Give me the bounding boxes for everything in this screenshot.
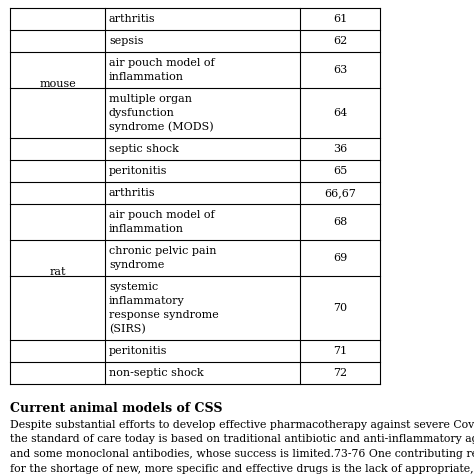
Text: and some monoclonal antibodies, whose success is limited.73-76 One contributing : and some monoclonal antibodies, whose su… [10, 449, 474, 459]
Text: air pouch model of: air pouch model of [109, 210, 215, 220]
Text: the standard of care today is based on traditional antibiotic and anti-inflammat: the standard of care today is based on t… [10, 435, 474, 445]
Text: syndrome: syndrome [109, 260, 164, 270]
Text: 72: 72 [333, 368, 347, 378]
Text: 63: 63 [333, 65, 347, 75]
Text: chronic pelvic pain: chronic pelvic pain [109, 246, 217, 256]
Text: 62: 62 [333, 36, 347, 46]
Text: arthritis: arthritis [109, 14, 155, 24]
Text: 36: 36 [333, 144, 347, 154]
Text: sepsis: sepsis [109, 36, 144, 46]
Text: 61: 61 [333, 14, 347, 24]
Text: inflammation: inflammation [109, 72, 184, 82]
Text: 64: 64 [333, 108, 347, 118]
Text: rat: rat [49, 267, 66, 277]
Text: 68: 68 [333, 217, 347, 227]
Text: peritonitis: peritonitis [109, 346, 167, 356]
Text: (SIRS): (SIRS) [109, 324, 146, 334]
Text: 71: 71 [333, 346, 347, 356]
Text: mouse: mouse [39, 79, 76, 89]
Text: multiple organ: multiple organ [109, 94, 192, 104]
Text: systemic: systemic [109, 282, 158, 292]
Text: inflammation: inflammation [109, 224, 184, 234]
Text: septic shock: septic shock [109, 144, 179, 154]
Text: 69: 69 [333, 253, 347, 263]
Text: air pouch model of: air pouch model of [109, 58, 215, 68]
Text: arthritis: arthritis [109, 188, 155, 198]
Text: 70: 70 [333, 303, 347, 313]
Text: peritonitis: peritonitis [109, 166, 167, 176]
Text: Current animal models of CSS: Current animal models of CSS [10, 402, 222, 415]
Text: dysfunction: dysfunction [109, 108, 175, 118]
Text: 66,67: 66,67 [324, 188, 356, 198]
Text: for the shortage of new, more specific and effective drugs is the lack of approp: for the shortage of new, more specific a… [10, 464, 474, 474]
Text: inflammatory: inflammatory [109, 296, 185, 306]
Text: syndrome (MODS): syndrome (MODS) [109, 122, 214, 132]
Text: 65: 65 [333, 166, 347, 176]
Text: Despite substantial efforts to develop effective pharmacotherapy against severe : Despite substantial efforts to develop e… [10, 420, 474, 430]
Text: non-septic shock: non-septic shock [109, 368, 204, 378]
Text: response syndrome: response syndrome [109, 310, 219, 320]
